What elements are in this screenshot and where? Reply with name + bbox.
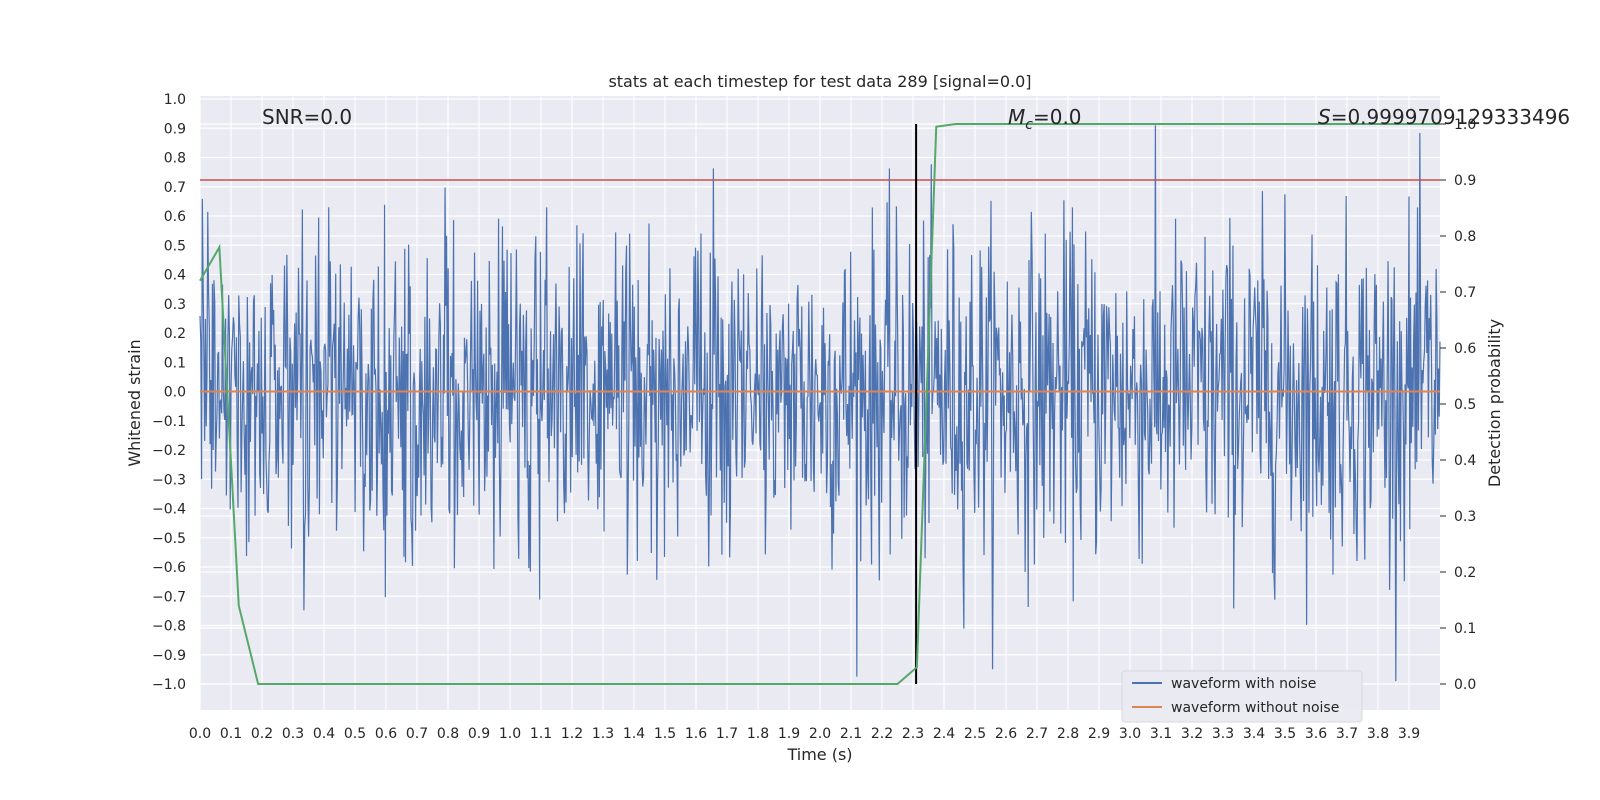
y-tick-label: −0.9 (152, 648, 186, 664)
x-tick-label: 0.2 (251, 726, 273, 742)
y-ticks: −1.0 −0.9 −0.8 −0.7 −0.6 −0.5 −0.4 −0.3 −0.2 −0.1… (152, 92, 186, 693)
x-tick-label: 3.6 (1305, 726, 1327, 742)
y2-tick-label: 0.9 (1454, 173, 1476, 189)
detection-probability-line (199, 123, 1440, 685)
y2-tick-label: 0.2 (1454, 565, 1476, 581)
mc-symbol: M (1008, 105, 1025, 129)
x-tick-label: 2.9 (1088, 726, 1110, 742)
y-tick-label: 0.5 (164, 238, 186, 254)
y2-tick-label: 0.8 (1454, 229, 1476, 245)
legend-label-noise: waveform with noise (1171, 676, 1316, 692)
x-tick-label: 2.7 (1026, 726, 1048, 742)
x-tick-label: 1.4 (623, 726, 645, 742)
x-tick-label: 3.0 (1119, 726, 1141, 742)
x-tick-label: 0.3 (282, 726, 304, 742)
x-ticks: 0.0 0.1 0.2 0.3 0.4 0.5 0.6 0.7 0.8 0.9 1.0 1.1 1.2 1… (189, 726, 1420, 742)
y2-axis-label: Detection probability (1485, 319, 1504, 487)
y-tick-label: 0.1 (164, 355, 186, 371)
x-tick-label: 2.2 (871, 726, 893, 742)
x-tick-label: 1.3 (592, 726, 614, 742)
x-axis-label: Time (s) (786, 745, 852, 764)
y2-tick-label: 0.7 (1454, 285, 1476, 301)
mc-annotation: Mc=0.0 (1008, 105, 1082, 133)
y-tick-label: 0.3 (164, 297, 186, 313)
y-tick-label: 0.2 (164, 326, 186, 342)
x-tick-label: 1.0 (499, 726, 521, 742)
y-tick-label: −0.4 (152, 502, 186, 518)
mc-subscript: c (1025, 117, 1033, 133)
x-tick-label: 0.7 (406, 726, 428, 742)
y-tick-label: 0.9 (164, 121, 186, 137)
x-tick-label: 2.1 (840, 726, 862, 742)
x-tick-label: 2.4 (933, 726, 955, 742)
x-tick-label: 3.3 (1212, 726, 1234, 742)
y-tick-label: −0.8 (152, 619, 186, 635)
x-tick-label: 0.0 (189, 726, 211, 742)
snr-annotation: SNR=0.0 (262, 105, 352, 129)
y2-tick-label: 0.5 (1454, 397, 1476, 413)
y-tick-label: −0.2 (152, 443, 186, 459)
x-tick-label: 3.8 (1367, 726, 1389, 742)
x-tick-label: 0.4 (313, 726, 335, 742)
x-tick-label: 3.4 (1243, 726, 1265, 742)
x-tick-label: 2.3 (902, 726, 924, 742)
x-tick-label: 1.6 (685, 726, 707, 742)
x-tick-label: 1.7 (716, 726, 738, 742)
x-tick-label: 3.7 (1336, 726, 1358, 742)
y-tick-label: −0.5 (152, 531, 186, 547)
y2-tick-label: 1.0 (1454, 117, 1476, 133)
y-tick-label: 0.0 (164, 385, 186, 401)
x-tick-label: 2.0 (809, 726, 831, 742)
x-tick-label: 0.5 (344, 726, 366, 742)
x-tick-label: 1.8 (747, 726, 769, 742)
y-tick-label: −0.7 (152, 589, 186, 605)
x-tick-label: 3.5 (1274, 726, 1296, 742)
y-tick-label: −1.0 (152, 677, 186, 693)
x-tick-label: 2.8 (1057, 726, 1079, 742)
x-tick-label: 1.9 (778, 726, 800, 742)
x-tick-label: 1.2 (561, 726, 583, 742)
y-tick-label: 0.7 (164, 180, 186, 196)
x-tick-label: 0.8 (437, 726, 459, 742)
y-tick-label: −0.1 (152, 414, 186, 430)
y-tick-label: 1.0 (164, 92, 186, 108)
s-value: =0.9999709129333496 (1331, 105, 1570, 129)
x-tick-label: 0.1 (220, 726, 242, 742)
x-tick-label: 0.9 (468, 726, 490, 742)
y-tick-label: 0.4 (164, 268, 186, 284)
x-tick-label: 1.5 (654, 726, 676, 742)
legend-box (1121, 670, 1363, 723)
y-axis-label: Whitened strain (125, 339, 144, 466)
y-tick-label: 0.6 (164, 209, 186, 225)
s-symbol: S (1318, 105, 1331, 129)
y-tick-label: −0.6 (152, 560, 186, 576)
y2-tick-label: 0.3 (1454, 509, 1476, 525)
y2-tick-label: 0.6 (1454, 341, 1476, 357)
s-annotation: S=0.9999709129333496 (1318, 105, 1570, 129)
waveform-with-noise-line (199, 125, 1441, 682)
legend-label-clean: waveform without noise (1171, 700, 1339, 716)
x-tick-label: 2.5 (964, 726, 986, 742)
mc-value: =0.0 (1033, 105, 1082, 129)
x-tick-label: 3.9 (1398, 726, 1420, 742)
y2-ticks: 0.0 0.1 0.2 0.3 0.4 0.5 0.6 0.7 0.8 0.9 1.0 (1440, 117, 1476, 693)
waveform-with-noise-series (199, 125, 1441, 682)
y2-tick-label: 0.0 (1454, 677, 1476, 693)
x-tick-label: 3.2 (1181, 726, 1203, 742)
x-tick-label: 2.6 (995, 726, 1017, 742)
chart-title: stats at each timestep for test data 289… (608, 72, 1031, 91)
legend: waveform with noise waveform without noi… (1121, 670, 1363, 723)
x-tick-label: 1.1 (530, 726, 552, 742)
y-tick-label: −0.3 (152, 472, 186, 488)
y2-tick-label: 0.1 (1454, 621, 1476, 637)
y2-tick-label: 0.4 (1454, 453, 1476, 469)
x-tick-label: 0.6 (375, 726, 397, 742)
y-tick-label: 0.8 (164, 151, 186, 167)
detection-probability-series (199, 123, 1440, 685)
x-tick-label: 3.1 (1150, 726, 1172, 742)
